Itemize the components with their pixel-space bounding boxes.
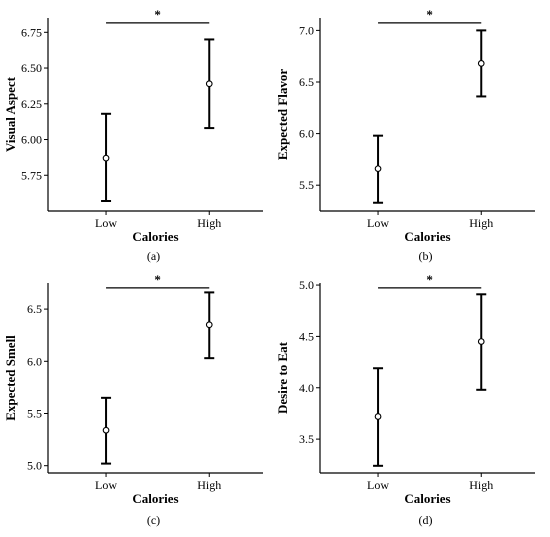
y-axis-title: Expected Smell xyxy=(3,335,18,421)
y-tick-label: 7.0 xyxy=(299,23,314,37)
panel-caption: (d) xyxy=(419,513,433,527)
mean-point xyxy=(374,413,382,420)
chart-panel: 5.0 5.5 6.0 6.5 Low High Calories Expected Smel… xyxy=(3,272,263,527)
y-tick-label: 6.0 xyxy=(299,127,314,141)
x-axis-title: Calories xyxy=(132,491,178,506)
x-axis-title: Calories xyxy=(404,229,450,244)
mean-point xyxy=(477,338,485,345)
y-tick-label: 6.75 xyxy=(21,25,42,39)
x-axis-title: Calories xyxy=(132,229,178,244)
y-tick-label: 6.25 xyxy=(21,97,42,111)
y-tick-label: 4.0 xyxy=(299,381,314,395)
mean-point xyxy=(205,80,213,88)
x-tick-label: High xyxy=(197,478,221,492)
panel-caption: (c) xyxy=(147,513,160,527)
y-tick-label: 5.75 xyxy=(21,168,42,182)
x-tick-label: Low xyxy=(367,216,389,230)
mean-point xyxy=(205,321,213,329)
x-tick-label: High xyxy=(197,216,221,230)
chart-panel: 3.5 4.0 4.5 5.0 Low High Calories Desire to Eat… xyxy=(275,272,535,527)
y-tick-label: 6.5 xyxy=(27,302,42,316)
significance-star: * xyxy=(154,7,161,22)
y-tick-label: 5.0 xyxy=(299,278,314,292)
chart-panel: 5.5 6.0 6.5 7.0 Low High Calories Expected Flav… xyxy=(275,7,535,263)
mean-point xyxy=(374,165,382,173)
y-axis-title: Desire to Eat xyxy=(275,341,290,414)
x-tick-label: High xyxy=(469,216,493,230)
x-tick-label: Low xyxy=(95,478,117,492)
y-tick-label: 6.5 xyxy=(299,75,314,89)
y-axis-title: Visual Aspect xyxy=(3,76,18,152)
mean-point xyxy=(477,60,485,67)
x-tick-label: High xyxy=(469,478,493,492)
y-tick-label: 6.50 xyxy=(21,61,42,75)
x-tick-label: Low xyxy=(367,478,389,492)
y-tick-label: 5.0 xyxy=(27,459,42,473)
chart-panel: 5.75 6.00 6.25 6.50 6.75 Low High Calories Visua… xyxy=(3,7,263,263)
mean-point xyxy=(102,154,110,162)
y-tick-label: 6.0 xyxy=(27,354,42,368)
y-tick-label: 5.5 xyxy=(299,178,314,192)
y-tick-label: 5.5 xyxy=(27,406,42,420)
x-axis-title: Calories xyxy=(404,491,450,506)
y-tick-label: 3.5 xyxy=(299,432,314,446)
significance-star: * xyxy=(154,272,161,287)
panel-caption: (b) xyxy=(419,249,433,263)
y-tick-label: 4.5 xyxy=(299,329,314,343)
significance-star: * xyxy=(426,7,433,22)
y-axis-title: Expected Flavor xyxy=(275,69,290,161)
panel-caption: (a) xyxy=(147,249,160,263)
y-tick-label: 6.00 xyxy=(21,133,42,147)
x-tick-label: Low xyxy=(95,216,117,230)
significance-star: * xyxy=(426,272,433,287)
mean-point xyxy=(102,426,110,434)
